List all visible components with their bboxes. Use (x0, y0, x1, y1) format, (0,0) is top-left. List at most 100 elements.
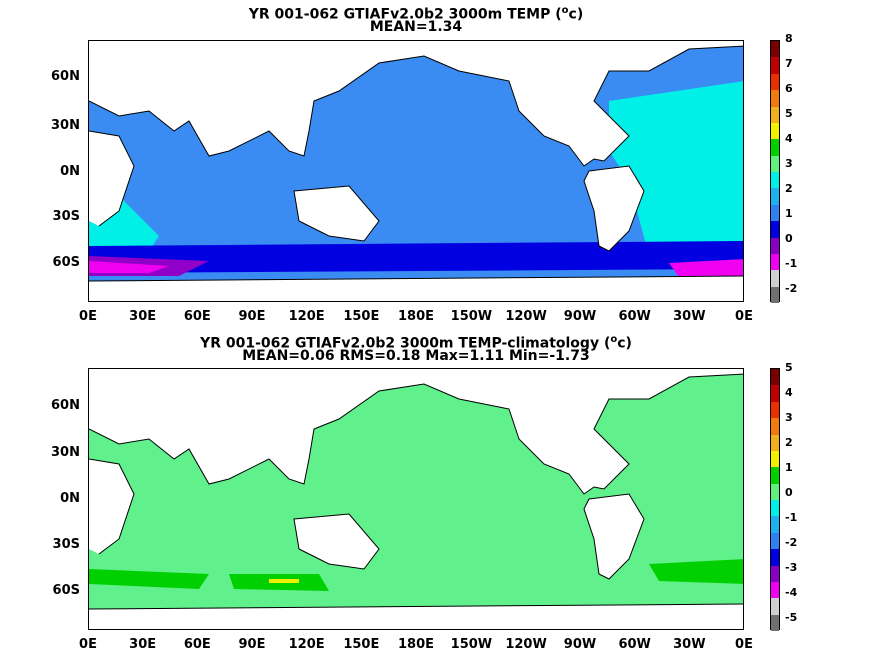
panel2-land-north (89, 369, 743, 494)
panel2-colorbar-label: 3 (785, 411, 793, 424)
panel1-lon-label: 30W (673, 309, 706, 324)
panel1-colorbar-segment (771, 237, 779, 254)
panel2-lon-label: 90W (563, 637, 597, 652)
panel1-colorbar-label: 8 (785, 32, 793, 45)
panel1-colorbar-segment (771, 172, 779, 189)
panel1-lon-label: 60W (618, 309, 651, 324)
panel2-colorbar-segment (771, 369, 779, 386)
panel1-coast-africa (89, 130, 135, 227)
panel1-coast-aus (293, 185, 380, 242)
panel2-colorbar-segment (771, 467, 779, 484)
panel2-colorbar-label: 2 (785, 436, 793, 449)
panel1-colorbar-label: 6 (785, 82, 793, 95)
panel1-subtitle: MEAN=1.34 (369, 19, 463, 35)
panel2-colorbar-segment (771, 483, 779, 500)
panel2-map-svg (89, 369, 743, 629)
panel1-colorbar-label: -1 (785, 257, 798, 270)
panel2-colorbar-segment (771, 532, 779, 550)
panel1-lon-label: 150W (450, 309, 493, 324)
panel1-colorbar-segment (771, 73, 779, 91)
panel2-coast-antarctica (89, 603, 743, 610)
panel1-lon-label: 0E (735, 309, 753, 324)
panel1-south-magenta-w (89, 261, 169, 273)
panel1-colorbar-segment (771, 139, 779, 156)
panel1-coast-north (89, 45, 743, 167)
panel2-colorbar-label: -1 (785, 511, 798, 524)
panel2-colorbar-label: 1 (785, 461, 793, 474)
panel1-lat-60s: 60S (52, 255, 80, 270)
panel2-map (88, 368, 744, 630)
panel2-colorbar-segment (771, 598, 779, 615)
panel2-colorbar-segment (771, 581, 779, 599)
panel2-colorbar-segment (771, 565, 779, 582)
panel1-coast-sa (583, 165, 645, 252)
panel1-colorbar-segment (771, 106, 779, 123)
panel2-subtitle: MEAN=0.06 RMS=0.18 Max=1.11 Min=-1.73 (242, 348, 590, 364)
panel1-colorbar-label: 0 (785, 232, 793, 245)
panel2-colorbar-segment (771, 385, 779, 402)
panel2-strong-se (649, 559, 743, 584)
panel2-colorbar-segment (771, 614, 779, 631)
panel2-lon-label: 150W (450, 637, 493, 652)
panel1-colorbar-segment (771, 57, 779, 74)
panel1-colorbar-segment (771, 155, 779, 172)
panel1-lon-label: 180E (397, 309, 435, 324)
panel1-colorbar-label: 1 (785, 207, 793, 220)
panel1-colorbar-segment (771, 286, 779, 303)
panel1-lon-label: 90E (238, 309, 266, 324)
panel1-colorbar-segment (771, 253, 779, 271)
panel1-atlantic (609, 81, 743, 256)
panel1-colorbar-segment (771, 204, 779, 222)
panel1-lon-label: 60E (183, 309, 211, 324)
panel1-coast-antarctica (89, 275, 743, 282)
panel1-south-magenta-e (669, 259, 743, 277)
panel2-title: YR 001-062 GTIAFv2.0b2 3000m TEMP-climat… (200, 334, 632, 352)
panel2-lon-label: 30E (129, 637, 157, 652)
panel1-lat-30n: 30N (51, 118, 80, 133)
panel2-colorbar-label: -4 (785, 586, 798, 599)
panel1-colorbar-segment (771, 270, 779, 287)
panel2-colorbar-label: -2 (785, 536, 798, 549)
panel1-colorbar-label: 3 (785, 157, 793, 170)
panel1-lat-60n: 60N (51, 69, 80, 84)
panel2-colorbar-label: 0 (785, 486, 793, 499)
panel1-colorbar-label: 4 (785, 132, 793, 145)
panel1-colorbar-segment (771, 41, 779, 58)
panel1-lat-30s: 30S (52, 209, 80, 224)
panel1-land-north (89, 41, 743, 166)
panel2-lon-label: 120E (288, 637, 325, 652)
panel1-australia (294, 186, 379, 241)
panel2-australia (294, 514, 379, 569)
panel2-lon-label: 90E (238, 637, 266, 652)
panel2-strong-sw (89, 569, 209, 589)
panel1-southern-band (89, 241, 743, 273)
panel1-lon-label: 30E (129, 309, 157, 324)
panel1-lon-label: 120E (288, 309, 325, 324)
panel2-colorbar-segment (771, 418, 779, 435)
panel2-lon-label: 150E (343, 637, 380, 652)
panel2-colorbar (770, 368, 780, 631)
panel2-lon-label: 0E (79, 637, 97, 652)
panel2-lat-30n: 30N (51, 445, 80, 460)
panel2-lat-60n: 60N (51, 398, 80, 413)
panel1-lon-label: 150E (343, 309, 380, 324)
panel2-colorbar-label: -3 (785, 561, 798, 574)
panel2-coast-africa (89, 458, 135, 555)
panel2-colorbar-segment (771, 516, 779, 533)
panel1-map (88, 40, 744, 302)
panel2-lon-label: 0E (735, 637, 753, 652)
panel2-coast-sa (583, 493, 645, 580)
panel2-lon-label: 120W (505, 637, 547, 652)
panel2-colorbar-segment (771, 549, 779, 566)
panel2-antarctica (89, 604, 743, 629)
panel2-colorbar-segment (771, 401, 779, 419)
panel2-colorbar-label: 5 (785, 361, 793, 374)
panel1-lon-label: 90W (563, 309, 597, 324)
panel2-colorbar-segment (771, 500, 779, 517)
panel1-lon-label: 120W (505, 309, 547, 324)
panel2-coast-aus (293, 513, 380, 570)
panel1-antarctica (89, 276, 743, 301)
panel2-lat-30s: 30S (52, 537, 80, 552)
panel1-colorbar-segment (771, 122, 779, 140)
panel1-colorbar-segment (771, 221, 779, 238)
